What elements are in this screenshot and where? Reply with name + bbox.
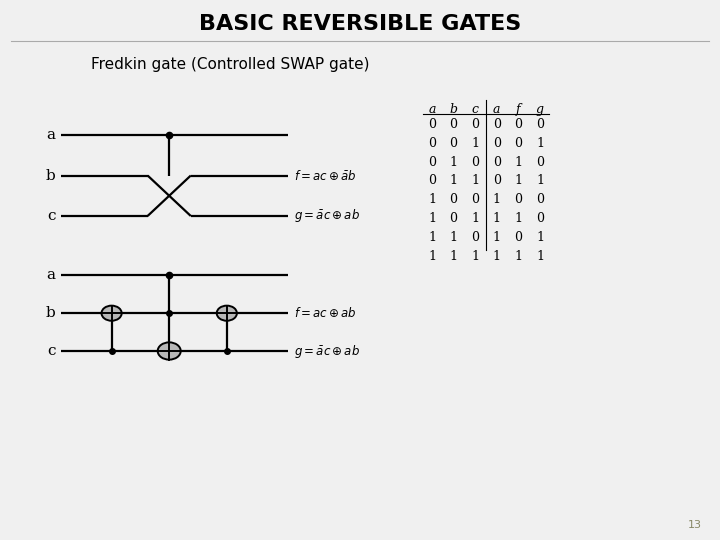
Text: 0: 0 xyxy=(471,156,480,168)
Text: 0: 0 xyxy=(471,193,480,206)
Text: $f = ac \oplus \bar{a}b$: $f = ac \oplus \bar{a}b$ xyxy=(294,168,356,183)
Text: 0: 0 xyxy=(449,212,458,225)
Circle shape xyxy=(158,342,181,360)
Text: Fredkin gate (Controlled SWAP gate): Fredkin gate (Controlled SWAP gate) xyxy=(91,57,369,72)
Text: 1: 1 xyxy=(514,174,523,187)
Circle shape xyxy=(217,306,237,321)
Text: 0: 0 xyxy=(536,193,544,206)
Text: 0: 0 xyxy=(536,156,544,168)
Text: 1: 1 xyxy=(536,174,544,187)
Text: 1: 1 xyxy=(492,250,501,263)
Text: g: g xyxy=(536,103,544,116)
Text: c: c xyxy=(47,344,55,358)
Text: $f = ac \oplus ab$: $f = ac \oplus ab$ xyxy=(294,306,356,320)
Text: 1: 1 xyxy=(492,231,501,244)
Text: 1: 1 xyxy=(428,193,436,206)
Text: 0: 0 xyxy=(449,118,458,131)
Text: BASIC REVERSIBLE GATES: BASIC REVERSIBLE GATES xyxy=(199,14,521,33)
Text: 0: 0 xyxy=(471,231,480,244)
Circle shape xyxy=(102,306,122,321)
Text: 1: 1 xyxy=(514,212,523,225)
Text: 0: 0 xyxy=(471,118,480,131)
Text: 1: 1 xyxy=(492,193,501,206)
Text: b: b xyxy=(449,103,458,116)
Text: 0: 0 xyxy=(536,212,544,225)
Text: a: a xyxy=(428,103,436,116)
Text: c: c xyxy=(47,209,55,223)
Text: 0: 0 xyxy=(449,137,458,150)
Text: 0: 0 xyxy=(492,156,501,168)
Text: 0: 0 xyxy=(514,137,523,150)
Text: 0: 0 xyxy=(428,137,436,150)
Text: 1: 1 xyxy=(449,174,458,187)
Text: a: a xyxy=(493,103,500,116)
Text: 1: 1 xyxy=(471,137,480,150)
Text: 1: 1 xyxy=(428,250,436,263)
Text: 1: 1 xyxy=(449,231,458,244)
Text: 0: 0 xyxy=(492,174,501,187)
Text: 1: 1 xyxy=(514,250,523,263)
Text: b: b xyxy=(45,168,55,183)
Text: 1: 1 xyxy=(428,212,436,225)
Text: 1: 1 xyxy=(514,156,523,168)
Text: 0: 0 xyxy=(492,118,501,131)
Text: a: a xyxy=(46,268,55,282)
Text: 0: 0 xyxy=(536,118,544,131)
Text: 0: 0 xyxy=(428,174,436,187)
Text: 1: 1 xyxy=(492,212,501,225)
Text: 0: 0 xyxy=(449,193,458,206)
Text: 0: 0 xyxy=(428,156,436,168)
Text: 0: 0 xyxy=(492,137,501,150)
Text: c: c xyxy=(472,103,479,116)
Text: 0: 0 xyxy=(514,193,523,206)
Text: 0: 0 xyxy=(514,118,523,131)
Text: 0: 0 xyxy=(428,118,436,131)
Text: 1: 1 xyxy=(536,231,544,244)
Text: 1: 1 xyxy=(449,156,458,168)
Text: 1: 1 xyxy=(471,212,480,225)
Text: a: a xyxy=(46,128,55,142)
Text: 1: 1 xyxy=(449,250,458,263)
Text: f: f xyxy=(516,103,521,116)
Text: 13: 13 xyxy=(688,520,702,530)
Text: b: b xyxy=(45,306,55,320)
Text: 1: 1 xyxy=(471,174,480,187)
Text: 1: 1 xyxy=(536,137,544,150)
Text: 1: 1 xyxy=(428,231,436,244)
Text: 1: 1 xyxy=(536,250,544,263)
Text: $g = \bar{a}c \oplus ab$: $g = \bar{a}c \oplus ab$ xyxy=(294,342,360,360)
Text: 1: 1 xyxy=(471,250,480,263)
Text: 0: 0 xyxy=(514,231,523,244)
Text: $g = \bar{a}c \oplus ab$: $g = \bar{a}c \oplus ab$ xyxy=(294,207,360,225)
